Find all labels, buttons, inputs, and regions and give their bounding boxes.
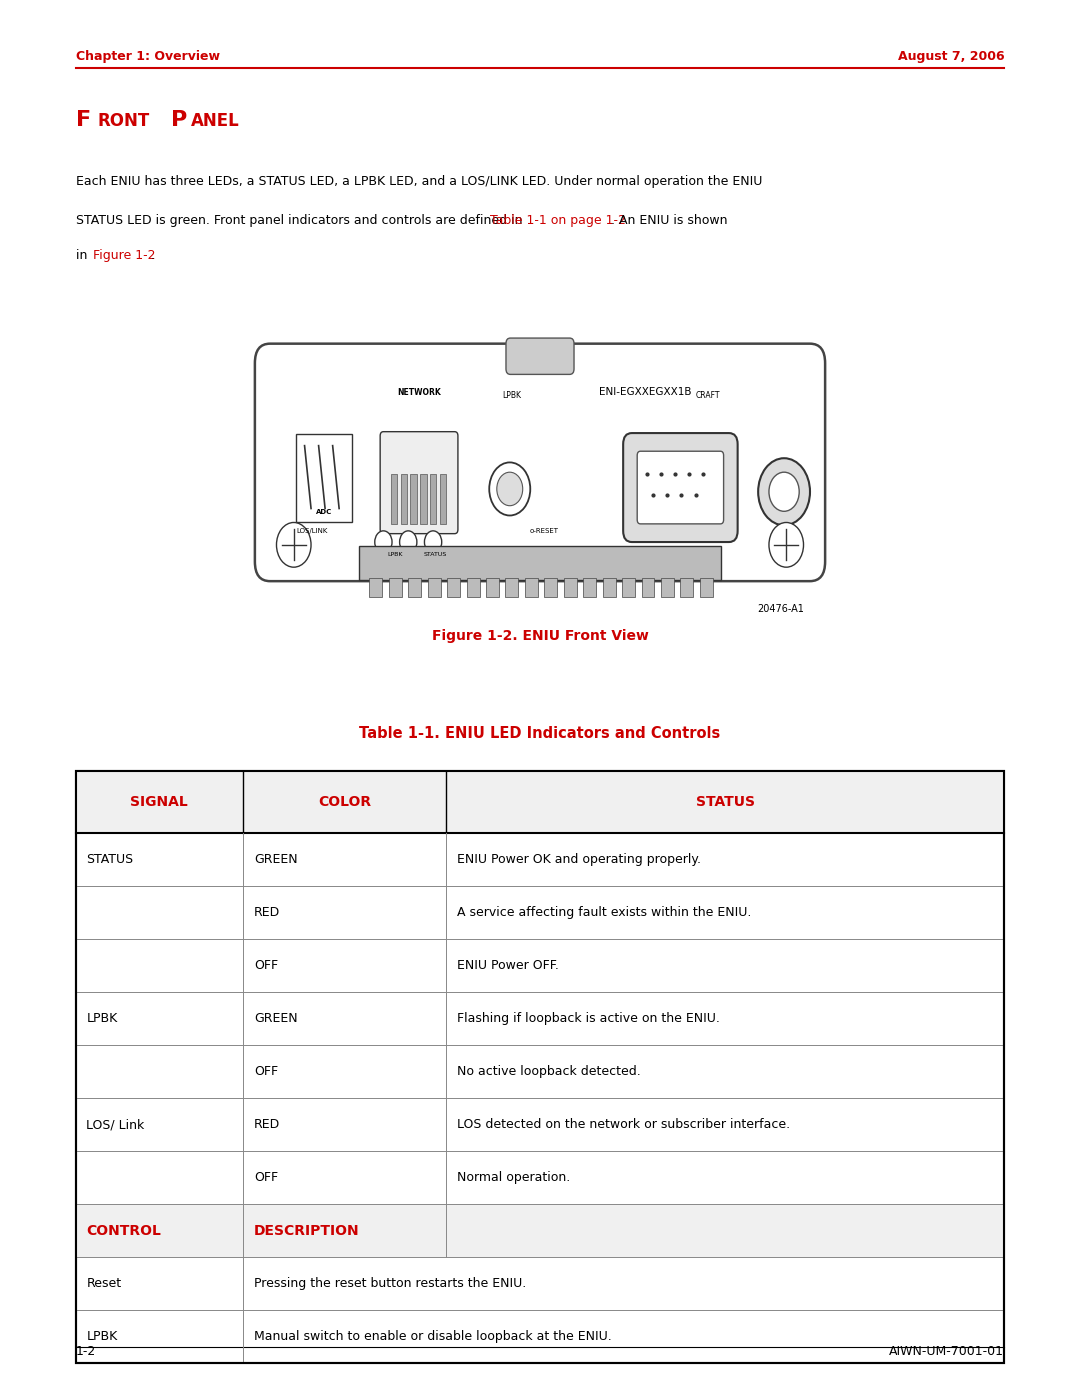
Text: LOS/ Link: LOS/ Link <box>86 1118 145 1132</box>
Circle shape <box>424 531 442 553</box>
Text: o-RESET: o-RESET <box>529 528 558 534</box>
Circle shape <box>769 522 804 567</box>
Text: ENIU Power OFF.: ENIU Power OFF. <box>457 958 558 972</box>
Text: Figure 1-2. ENIU Front View: Figure 1-2. ENIU Front View <box>432 629 648 643</box>
Text: SIGNAL: SIGNAL <box>131 795 188 809</box>
Text: ADC: ADC <box>315 510 333 515</box>
Text: GREEN: GREEN <box>254 1011 297 1025</box>
Bar <box>564 578 577 597</box>
Text: LPBK: LPBK <box>86 1011 118 1025</box>
Text: Chapter 1: Overview: Chapter 1: Overview <box>76 50 219 63</box>
Circle shape <box>758 458 810 525</box>
Circle shape <box>489 462 530 515</box>
Bar <box>583 578 596 597</box>
Bar <box>447 578 460 597</box>
Bar <box>525 578 538 597</box>
Bar <box>467 578 480 597</box>
Text: AIWN-UM-7001-01: AIWN-UM-7001-01 <box>890 1345 1004 1358</box>
Bar <box>408 578 421 597</box>
Bar <box>661 578 674 597</box>
Text: 1-2: 1-2 <box>76 1345 96 1358</box>
FancyBboxPatch shape <box>505 338 575 374</box>
Bar <box>76 771 1004 1363</box>
Text: Table 1-1. ENIU LED Indicators and Controls: Table 1-1. ENIU LED Indicators and Contr… <box>360 726 720 742</box>
Text: LPBK: LPBK <box>388 552 403 557</box>
Text: STATUS LED is green. Front panel indicators and controls are defined in: STATUS LED is green. Front panel indicat… <box>76 214 526 226</box>
Text: Table 1-1 on page 1-2: Table 1-1 on page 1-2 <box>490 214 626 226</box>
Bar <box>680 578 693 597</box>
Text: STATUS: STATUS <box>423 552 447 557</box>
Text: Normal operation.: Normal operation. <box>457 1171 570 1185</box>
Text: OFF: OFF <box>254 958 278 972</box>
FancyBboxPatch shape <box>623 433 738 542</box>
Text: 20476-A1: 20476-A1 <box>758 604 805 613</box>
Bar <box>76 771 1004 833</box>
Text: Pressing the reset button restarts the ENIU.: Pressing the reset button restarts the E… <box>254 1277 526 1291</box>
Text: A service affecting fault exists within the ENIU.: A service affecting fault exists within … <box>457 905 752 919</box>
Text: CONTROL: CONTROL <box>86 1224 161 1238</box>
Text: GREEN: GREEN <box>254 852 297 866</box>
Text: Reset: Reset <box>86 1277 122 1291</box>
Bar <box>296 434 352 522</box>
FancyBboxPatch shape <box>637 451 724 524</box>
Text: LOS/LINK: LOS/LINK <box>296 528 327 534</box>
Text: RED: RED <box>254 1118 280 1132</box>
Text: LPBK: LPBK <box>502 391 522 400</box>
Text: Manual switch to enable or disable loopback at the ENIU.: Manual switch to enable or disable loopb… <box>254 1330 611 1344</box>
Circle shape <box>769 472 799 511</box>
Bar <box>642 578 654 597</box>
Text: No active loopback detected.: No active loopback detected. <box>457 1065 640 1078</box>
Text: P: P <box>171 110 187 130</box>
Bar <box>430 474 436 524</box>
Bar <box>420 474 427 524</box>
Text: Flashing if loopback is active on the ENIU.: Flashing if loopback is active on the EN… <box>457 1011 719 1025</box>
Bar <box>389 578 402 597</box>
Text: NETWORK: NETWORK <box>397 388 441 397</box>
Bar <box>440 474 446 524</box>
Text: RONT: RONT <box>97 112 149 130</box>
Text: LPBK: LPBK <box>86 1330 118 1344</box>
Text: DESCRIPTION: DESCRIPTION <box>254 1224 360 1238</box>
Bar <box>428 578 441 597</box>
Text: RED: RED <box>254 905 280 919</box>
Bar <box>700 578 713 597</box>
Text: August 7, 2006: August 7, 2006 <box>897 50 1004 63</box>
Circle shape <box>375 531 392 553</box>
Text: F: F <box>76 110 91 130</box>
FancyBboxPatch shape <box>255 344 825 581</box>
Text: STATUS: STATUS <box>696 795 755 809</box>
Text: .: . <box>150 249 154 261</box>
Circle shape <box>497 472 523 506</box>
Bar <box>359 546 721 580</box>
Bar <box>410 474 417 524</box>
Bar <box>544 578 557 597</box>
Circle shape <box>400 531 417 553</box>
Text: STATUS: STATUS <box>86 852 134 866</box>
Text: LOS detected on the network or subscriber interface.: LOS detected on the network or subscribe… <box>457 1118 789 1132</box>
Text: OFF: OFF <box>254 1171 278 1185</box>
Bar <box>622 578 635 597</box>
Bar <box>603 578 616 597</box>
Text: Each ENIU has three LEDs, a STATUS LED, a LPBK LED, and a LOS/LINK LED. Under no: Each ENIU has three LEDs, a STATUS LED, … <box>76 175 762 187</box>
Bar <box>76 1204 1004 1257</box>
Bar <box>391 474 397 524</box>
Text: OFF: OFF <box>254 1065 278 1078</box>
Text: CRAFT: CRAFT <box>696 391 719 400</box>
Text: ENI-EGXXEGXX1B: ENI-EGXXEGXX1B <box>599 387 692 397</box>
Circle shape <box>276 522 311 567</box>
Bar <box>401 474 407 524</box>
Text: ENIU Power OK and operating properly.: ENIU Power OK and operating properly. <box>457 852 701 866</box>
Text: . An ENIU is shown: . An ENIU is shown <box>611 214 728 226</box>
Bar <box>486 578 499 597</box>
Text: Figure 1-2: Figure 1-2 <box>93 249 156 261</box>
Text: in: in <box>76 249 91 261</box>
Text: ANEL: ANEL <box>191 112 240 130</box>
Bar <box>369 578 382 597</box>
FancyBboxPatch shape <box>380 432 458 534</box>
Bar <box>76 771 1004 1363</box>
Bar <box>505 578 518 597</box>
Text: COLOR: COLOR <box>318 795 372 809</box>
